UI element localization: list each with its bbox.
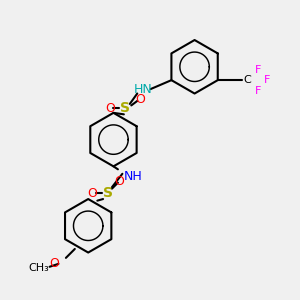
Text: F: F [264,75,270,85]
Text: CH₃: CH₃ [29,263,50,273]
Text: F: F [255,85,261,96]
Text: C: C [244,75,251,85]
Text: HN: HN [134,82,153,96]
Text: O: O [49,257,59,270]
Text: NH: NH [123,170,142,183]
Text: O: O [88,187,98,200]
Text: F: F [255,65,261,75]
Text: S: S [120,101,130,116]
Text: O: O [135,93,145,106]
Text: O: O [106,102,116,115]
Text: S: S [103,186,112,200]
Text: O: O [115,175,124,188]
